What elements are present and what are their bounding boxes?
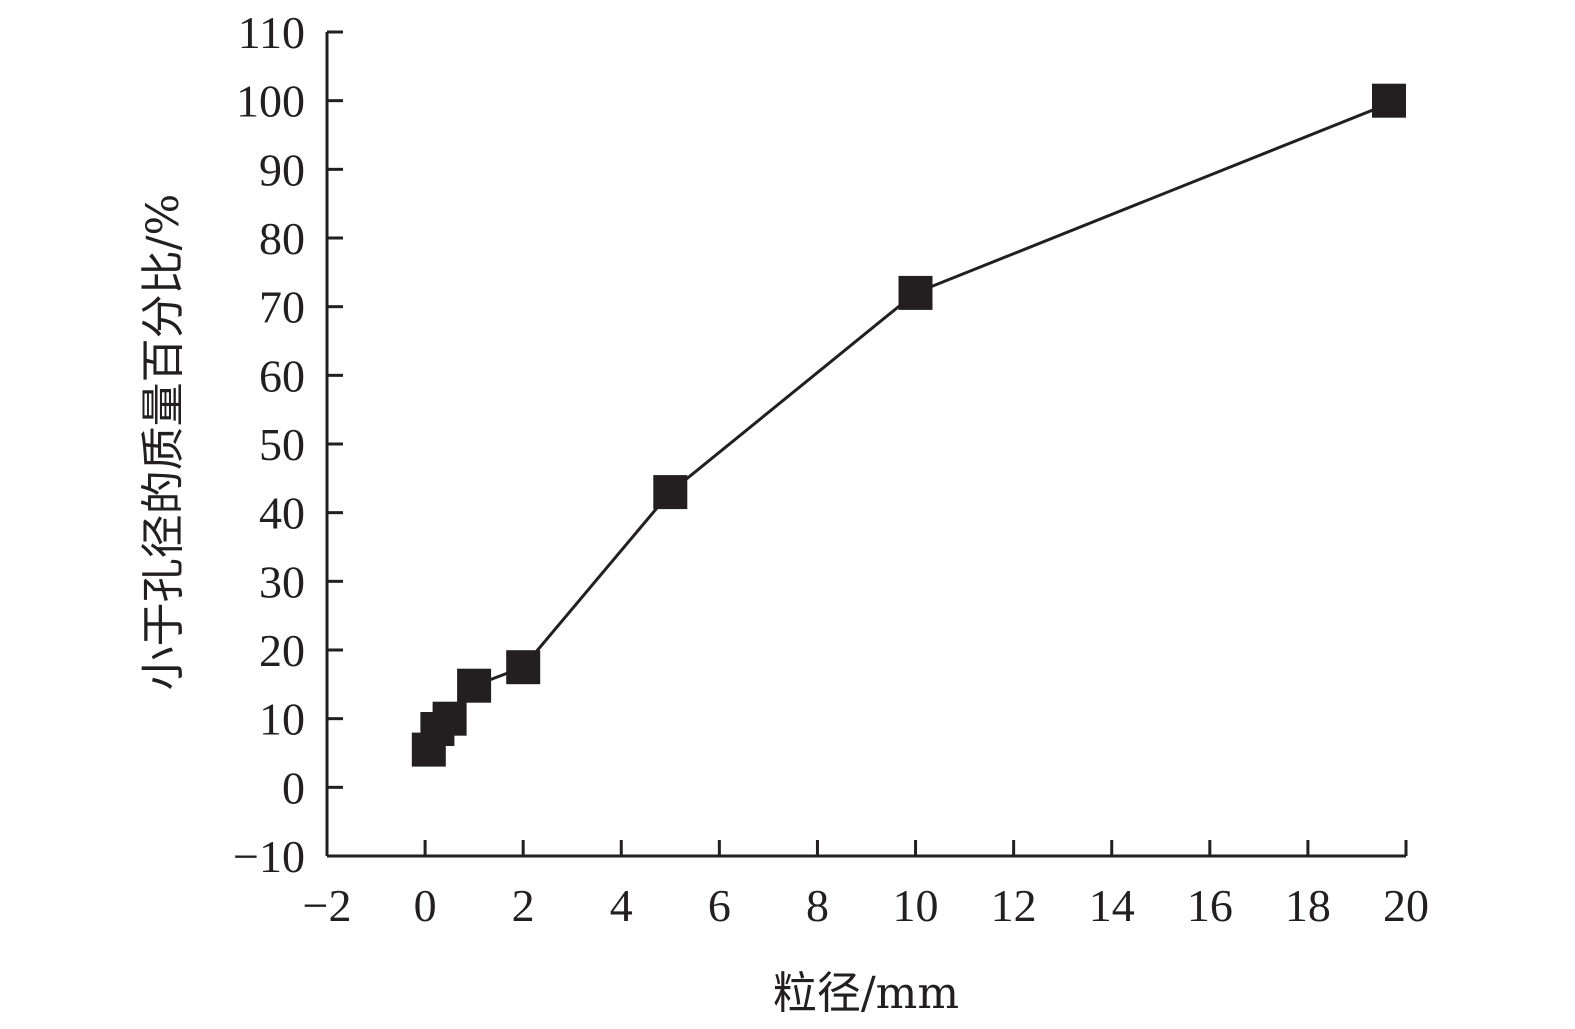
series-line: [427, 99, 1397, 751]
y-tick-label: 110: [238, 7, 305, 58]
x-tick-label: 20: [1383, 880, 1429, 931]
data-point: [653, 475, 688, 510]
x-tick-label: 6: [708, 880, 731, 931]
y-tick-label: 50: [259, 419, 305, 470]
data-point: [457, 668, 492, 703]
x-tick-label: 16: [1187, 880, 1233, 931]
x-tick-label: 8: [806, 880, 829, 931]
y-axis-ticks: −10 0 10 20 30 40 50 60 70 80 90 100 110: [233, 7, 343, 882]
y-tick-label: 90: [259, 144, 305, 195]
x-tick-label: 12: [991, 880, 1037, 931]
x-axis-ticks: −2 0 2 4 6 8 10 12 14 16 18 20: [303, 840, 1429, 931]
x-axis-title: 粒径/mm: [773, 968, 959, 1019]
data-point: [432, 701, 467, 736]
x-tick-label: 2: [512, 880, 535, 931]
y-tick-label: 60: [259, 350, 305, 401]
y-tick-label: 80: [259, 213, 305, 264]
data-point: [506, 650, 541, 685]
x-tick-label: 14: [1089, 880, 1135, 931]
x-tick-label: 0: [414, 880, 437, 931]
x-tick-label: 4: [610, 880, 633, 931]
y-tick-label: 100: [236, 76, 305, 127]
x-tick-label: −2: [303, 880, 352, 931]
y-tick-label: 20: [259, 625, 305, 676]
y-tick-label: 10: [259, 694, 305, 745]
data-point: [898, 275, 933, 310]
x-tick-label: 10: [893, 880, 939, 931]
axes: [325, 32, 1406, 858]
y-axis-title: 小于孔径的质量百分比/%: [138, 194, 189, 691]
y-tick-label: 0: [282, 762, 305, 813]
data-point: [1372, 83, 1406, 118]
y-tick-label: 40: [259, 488, 305, 539]
y-tick-label: −10: [233, 831, 305, 882]
y-tick-label: 30: [259, 556, 305, 607]
data-series: [411, 83, 1406, 767]
y-tick-label: 70: [259, 282, 305, 333]
x-tick-label: 18: [1285, 880, 1331, 931]
